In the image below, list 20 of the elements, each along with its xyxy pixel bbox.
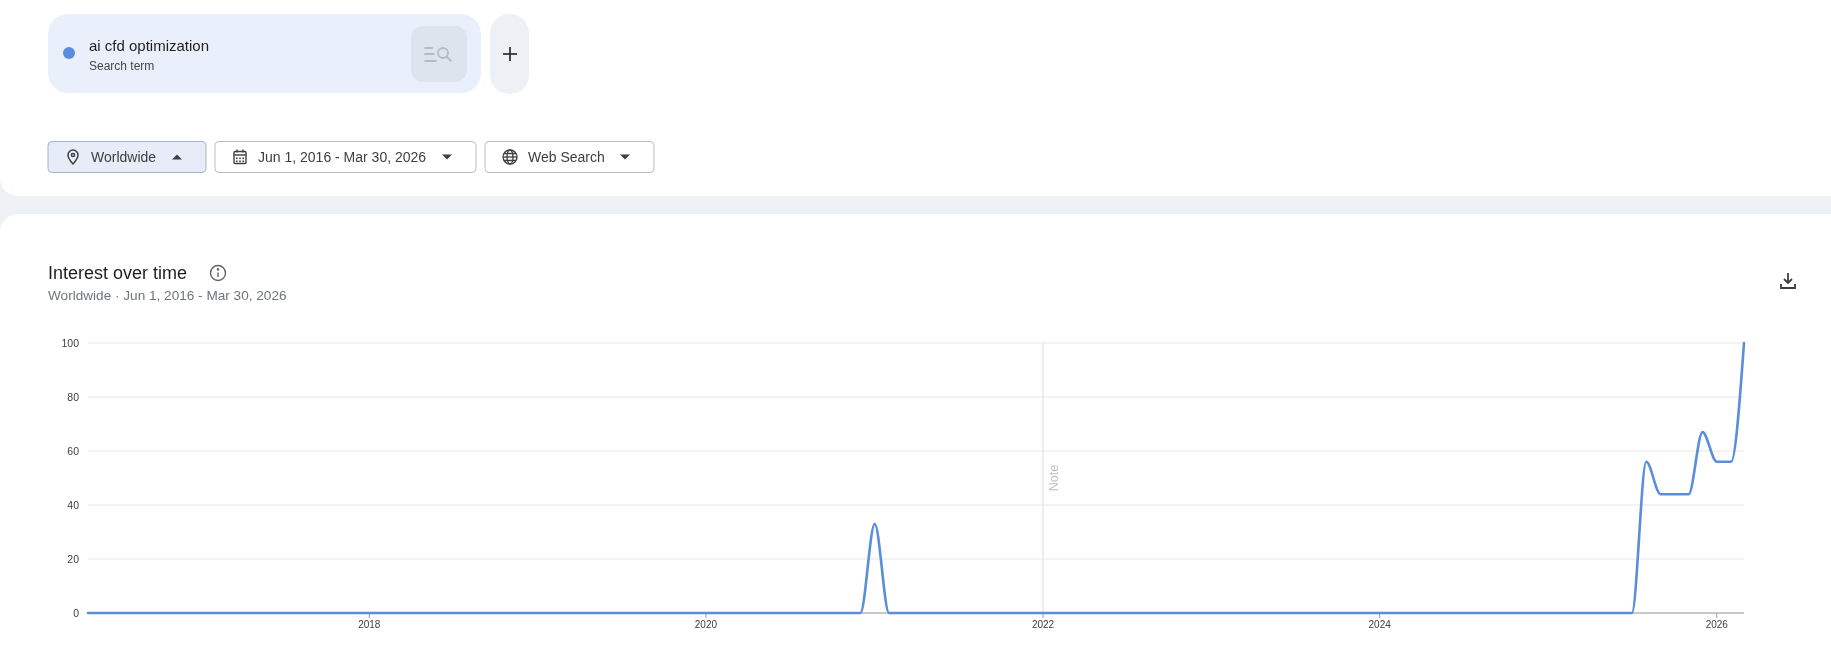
- chart-subtitle: Worldwide · Jun 1, 2016 - Mar 30, 2026: [48, 288, 287, 303]
- y-tick-label: 80: [67, 390, 80, 403]
- x-tick-label: 2024: [1368, 619, 1392, 630]
- line-series: [86, 341, 1746, 615]
- y-tick-label: 40: [67, 498, 80, 511]
- text: Jun 1, 2016 - Mar 30, 2026: [258, 149, 427, 165]
- legend-label: ai cfd optimization: [89, 37, 210, 54]
- y-tick-label: 0: [73, 606, 80, 619]
- text: Search term: [89, 59, 155, 73]
- x-tick-label: 2022: [1031, 619, 1055, 630]
- x-tick-label: 2026: [1705, 619, 1729, 630]
- text: Web Search: [528, 149, 605, 165]
- y-tick-label: 20: [67, 552, 80, 565]
- y-tick-label: 60: [67, 444, 80, 457]
- chart-title: Interest over time: [48, 263, 188, 283]
- x-tick-label: 2018: [358, 619, 381, 630]
- y-tick-label: 100: [61, 336, 80, 349]
- ref-line-label: Note: [1047, 464, 1062, 492]
- x-tick-label: 2020: [694, 619, 718, 630]
- text: Worldwide: [91, 149, 157, 165]
